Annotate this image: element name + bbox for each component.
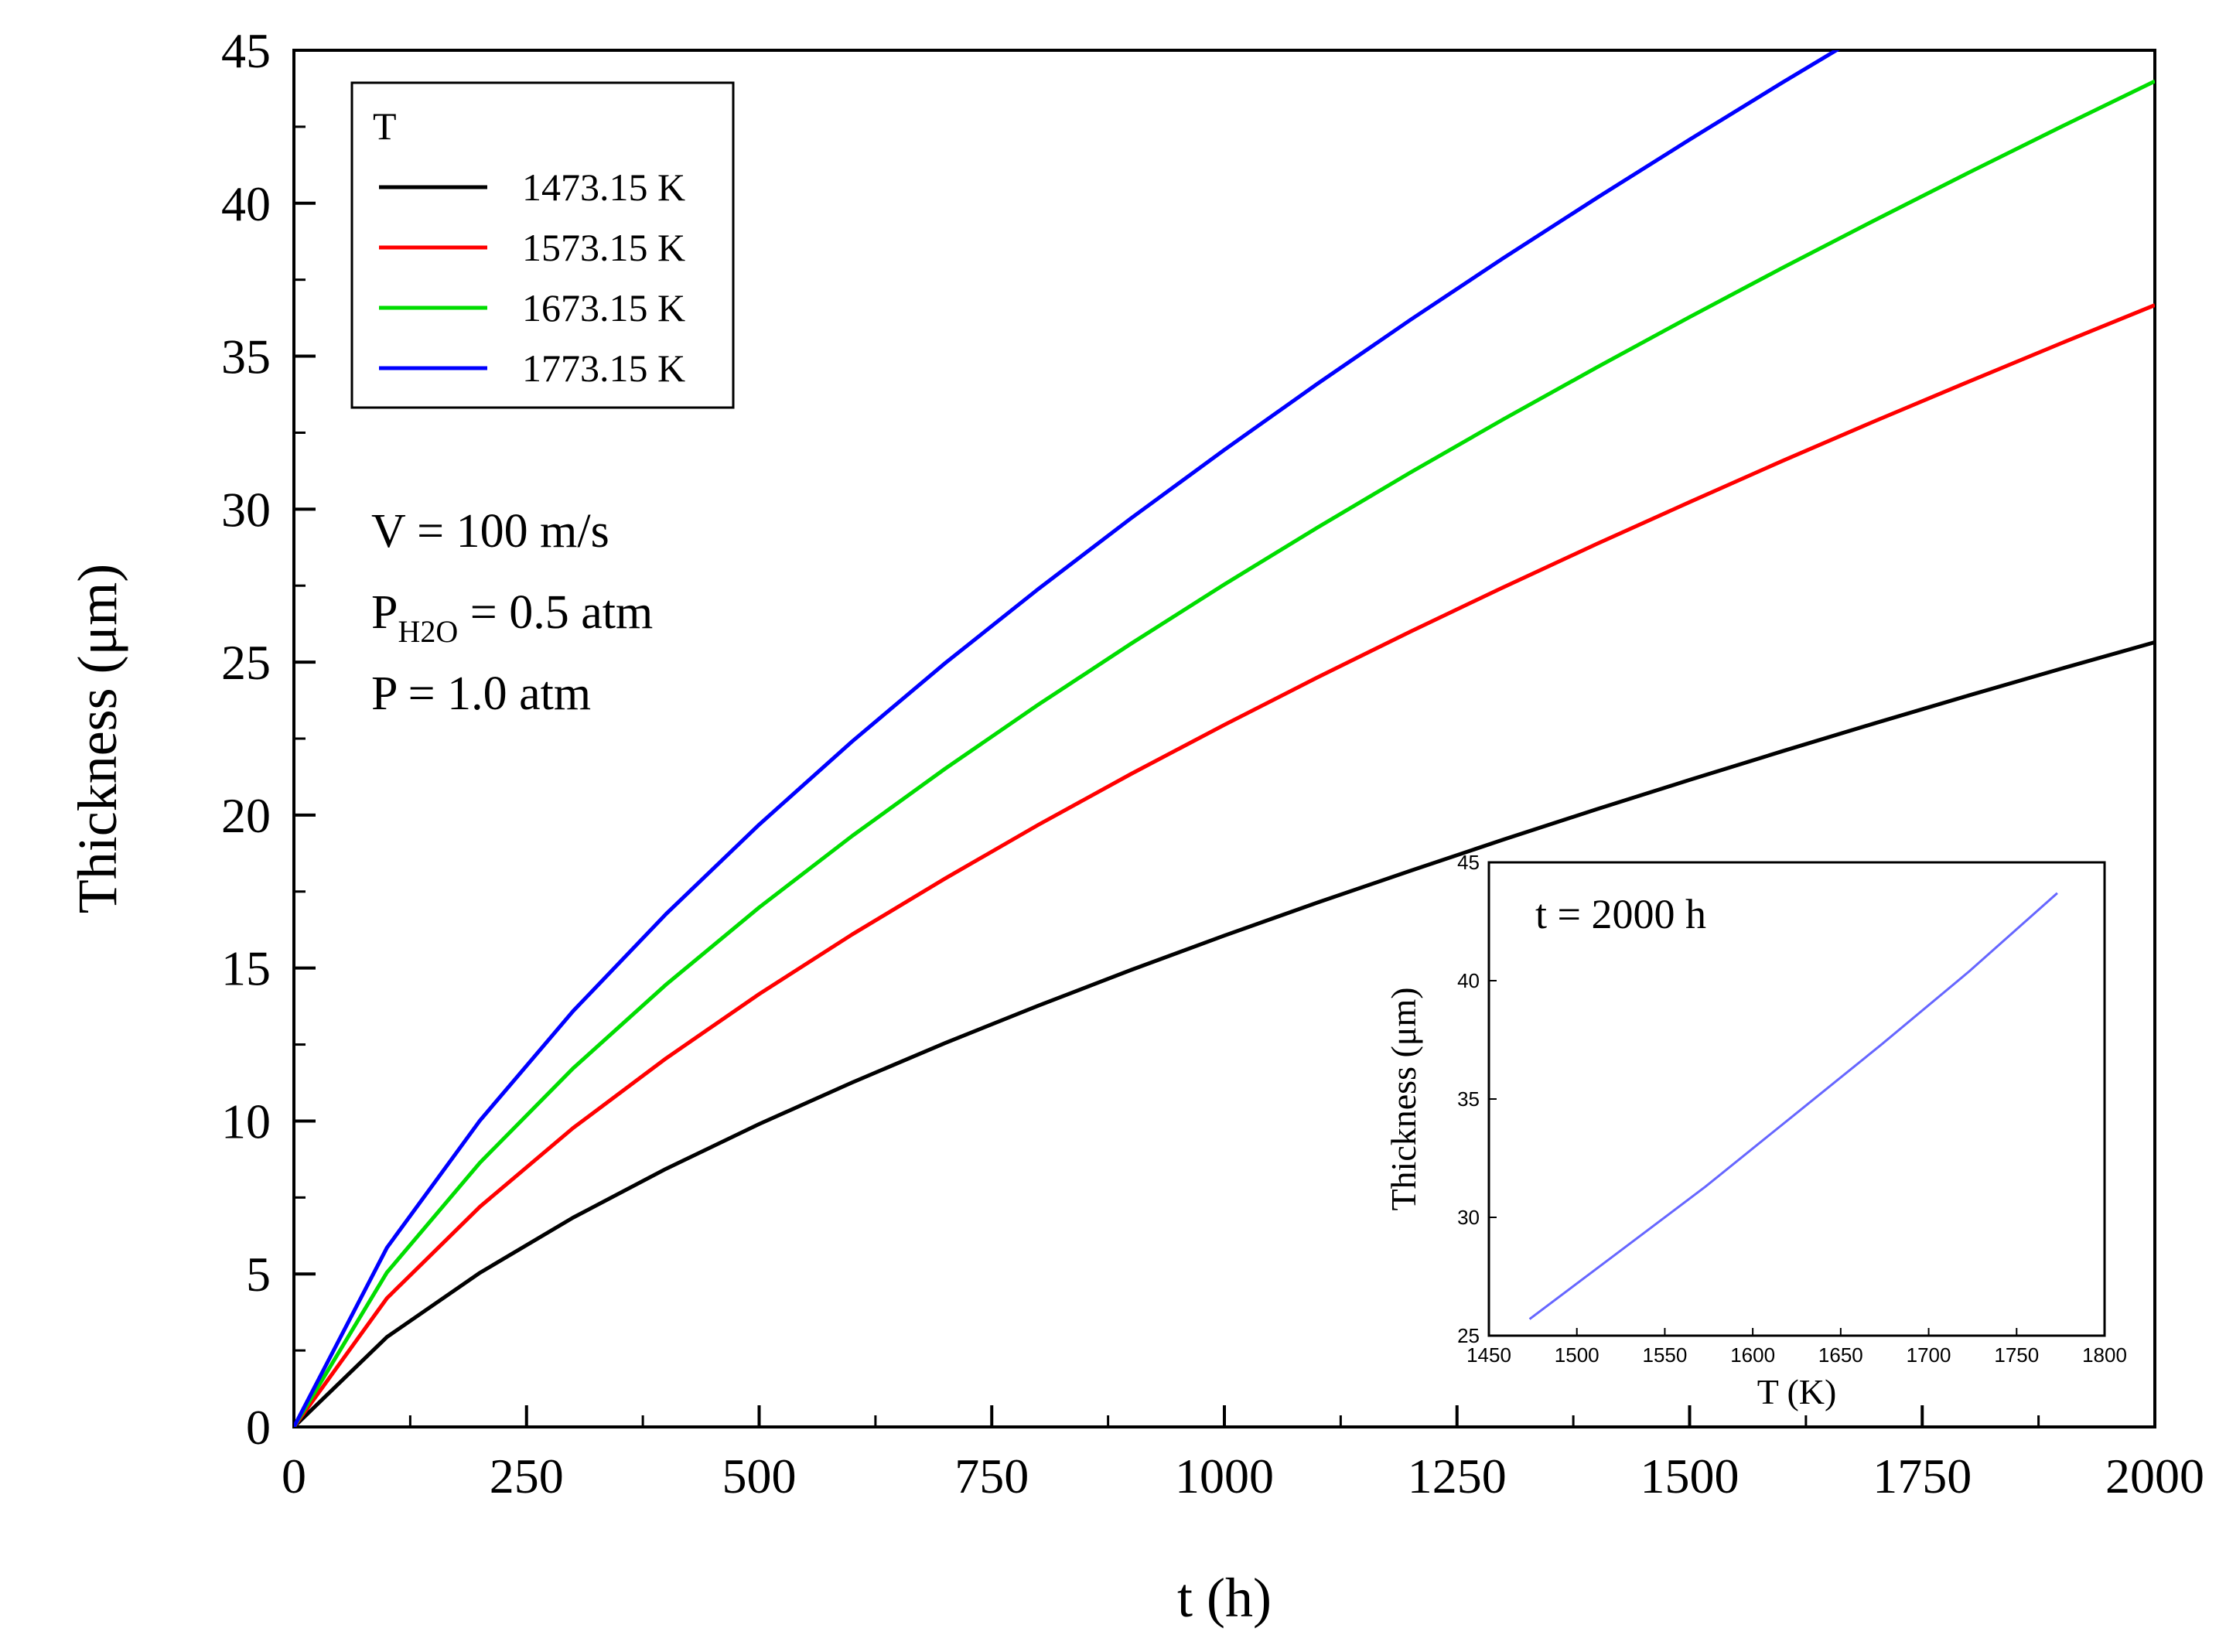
inset-y-tick-label: 45 [1457, 851, 1480, 874]
legend-title: T [373, 104, 397, 148]
x-tick-label: 2000 [2105, 1449, 2204, 1504]
x-tick-label: 1500 [1640, 1449, 1739, 1504]
series-line-1473-15-k [294, 640, 2155, 1427]
series-line-1673-15-k [294, 79, 2155, 1427]
legend-label-1573-15-k: 1573.15 K [522, 226, 685, 269]
inset-y-tick-label: 30 [1457, 1206, 1480, 1229]
y-tick-label: 45 [221, 23, 271, 78]
inset-chart: 1450 1500 1550 1600 1650 1700 1750 1800 25 30 35 40… [1384, 851, 2127, 1411]
inset-x-tick-label: 1650 [1818, 1343, 1863, 1367]
y-tick-label: 10 [221, 1094, 271, 1149]
legend: T 1473.15 K 1573.15 K 1673.15 K 1773.15 K [350, 81, 735, 409]
y-tick-label: 35 [221, 329, 271, 384]
inset-tick-labels: 1450 1500 1550 1600 1650 1700 1750 1800 25 30 35 40… [1457, 851, 2127, 1367]
p-h2o-annotation: PH2O = 0.5 atm [371, 586, 653, 649]
inset-y-tick-label: 25 [1457, 1324, 1480, 1347]
inset-y-tick-label: 35 [1457, 1087, 1480, 1111]
legend-label-1673-15-k: 1673.15 K [522, 286, 685, 329]
legend-entries: 1473.15 K 1573.15 K 1673.15 K 1773.15 K [379, 166, 685, 390]
series-line-1573-15-k [294, 303, 2155, 1427]
legend-label-1773-15-k: 1773.15 K [522, 346, 685, 390]
x-tick-label: 750 [954, 1449, 1029, 1504]
main-x-axis-title: t (h) [1177, 1567, 1272, 1629]
main-ticks [292, 49, 2156, 1428]
inset-ticks [1488, 862, 2105, 1336]
legend-box [350, 81, 735, 409]
y-tick-label: 5 [246, 1247, 271, 1302]
main-tick-labels: 0 250 500 750 1000 1250 1500 1750 2000 0 5 10 15 20 25… [221, 23, 2204, 1504]
y-tick-label: 0 [246, 1400, 271, 1455]
main-y-axis-title: Thickness (μm) [67, 564, 128, 914]
y-tick-label: 15 [221, 941, 271, 996]
inset-y-axis-title: Thickness (μm) [1384, 987, 1423, 1210]
x-tick-label: 1250 [1408, 1449, 1507, 1504]
inset-x-tick-label: 1550 [1643, 1343, 1688, 1367]
inset-x-tick-label: 1450 [1466, 1343, 1511, 1367]
p-h2o-sub: H2O [398, 614, 458, 649]
inset-x-tick-label: 1500 [1555, 1343, 1600, 1367]
inset-series [1528, 892, 2058, 1320]
inset-x-tick-label: 1800 [2082, 1343, 2127, 1367]
inset-annotation: t = 2000 h [1535, 891, 1706, 937]
condition-annotations: V = 100 m/s PH2O = 0.5 atm P = 1.0 atm [371, 505, 653, 720]
p-h2o-rest: = 0.5 atm [458, 586, 653, 639]
inset-x-tick-label: 1600 [1730, 1343, 1775, 1367]
y-tick-label: 40 [221, 176, 271, 231]
main-series [294, 50, 2155, 1427]
inset-x-tick-label: 1750 [1994, 1343, 2039, 1367]
inset-series-line [1528, 892, 2058, 1320]
inset-y-tick-label: 40 [1457, 969, 1480, 992]
y-tick-label: 30 [221, 482, 271, 537]
legend-label-1473-15-k: 1473.15 K [522, 166, 685, 209]
p-h2o-base: P [371, 586, 398, 639]
velocity-annotation: V = 100 m/s [371, 505, 609, 558]
y-tick-label: 20 [221, 788, 271, 843]
series-line-1773-15-k [294, 50, 1841, 1427]
x-tick-label: 0 [282, 1449, 306, 1504]
x-tick-label: 1750 [1873, 1449, 1972, 1504]
x-tick-label: 1000 [1175, 1449, 1274, 1504]
inset-x-tick-label: 1700 [1907, 1343, 1951, 1367]
x-tick-label: 250 [490, 1449, 564, 1504]
y-tick-label: 25 [221, 635, 271, 690]
inset-x-axis-title: T (K) [1757, 1372, 1837, 1411]
x-tick-label: 500 [722, 1449, 797, 1504]
pressure-annotation: P = 1.0 atm [371, 667, 591, 720]
